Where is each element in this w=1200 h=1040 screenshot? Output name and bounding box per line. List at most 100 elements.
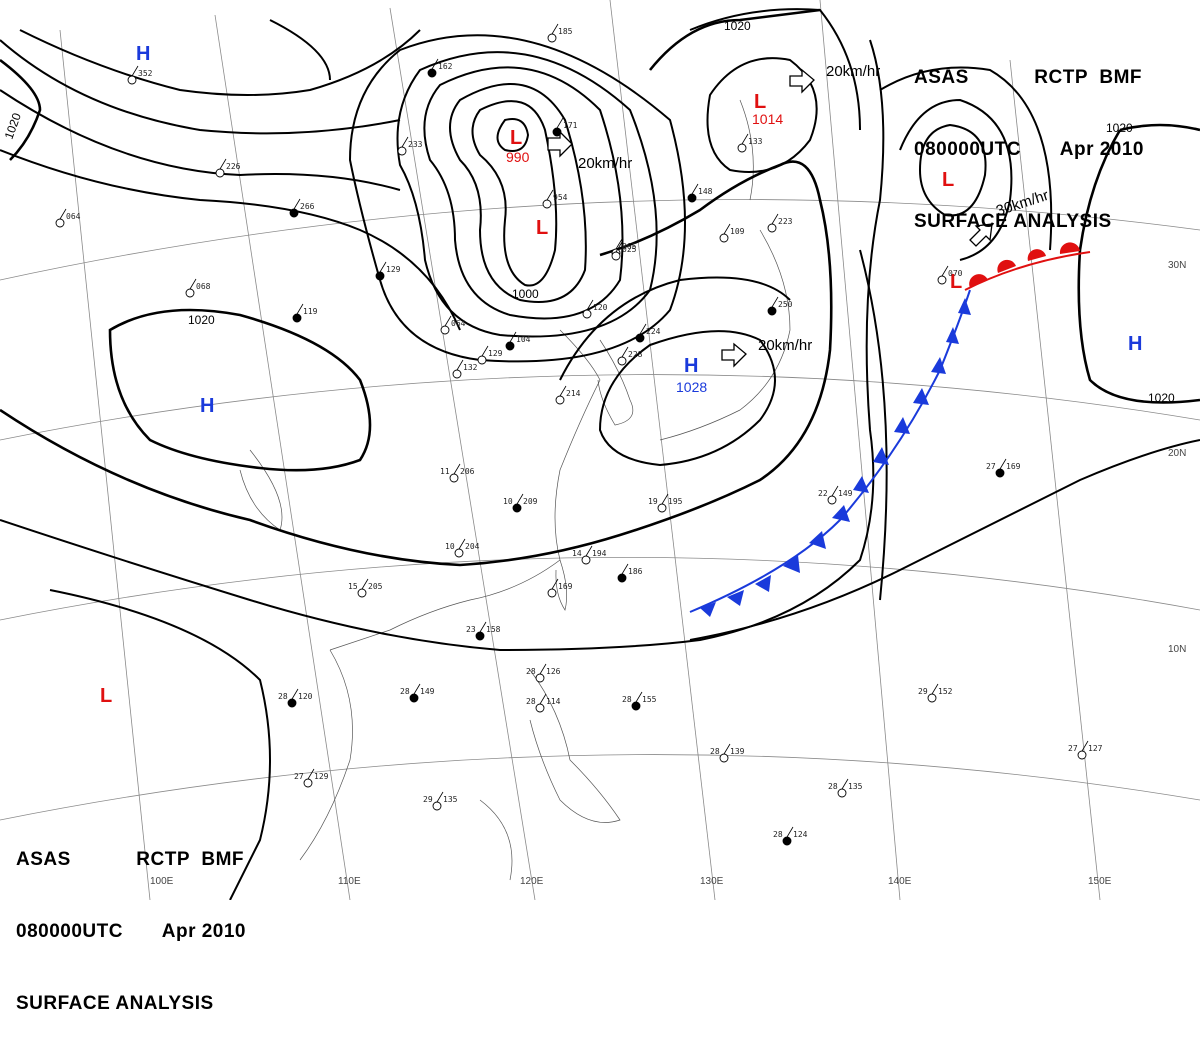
wind-barb-icon xyxy=(723,743,731,755)
isobar-line xyxy=(348,34,686,363)
station-pressure: 162 xyxy=(438,62,453,71)
station-temperature: 28 xyxy=(526,697,536,706)
station-plot: 27 127 xyxy=(1068,740,1103,760)
station-circle-icon xyxy=(289,208,299,218)
station-circle-icon xyxy=(937,275,947,285)
station-pressure: 065 xyxy=(622,242,637,251)
meridian-line xyxy=(214,14,351,900)
wind-barb-icon xyxy=(481,345,489,357)
station-plot: 11 206 xyxy=(440,463,475,483)
isobar-line xyxy=(19,29,421,96)
isobar-line xyxy=(859,249,888,601)
isobar-line xyxy=(0,149,461,331)
station-plot: 169 xyxy=(547,578,573,598)
motion-arrows xyxy=(547,68,993,368)
low-pressure-value: 990 xyxy=(506,149,530,165)
graticule-labels: 100E 110E 120E 130E 140E 150E 30N 20N 10… xyxy=(150,260,1186,887)
station-plot: 28 155 xyxy=(622,691,657,711)
isobar-line xyxy=(559,276,791,381)
station-plot: 28 135 xyxy=(828,778,863,798)
motion-arrow-icon xyxy=(969,223,993,247)
header-source: ASAS xyxy=(16,849,71,870)
station-pressure: 025 xyxy=(622,245,637,254)
parallel-line xyxy=(0,374,1200,441)
wind-barb-icon xyxy=(291,688,299,700)
meridian-line xyxy=(819,0,901,900)
station-circle-icon xyxy=(185,288,195,298)
chart-header-bottom-left: ASAS RCTP BMF 080000UTC Apr 2010 SURFACE ANA… xyxy=(16,800,246,1040)
station-plot: 132 xyxy=(452,359,478,379)
station-temperature: 23 xyxy=(466,625,476,634)
station-pressure: 132 xyxy=(463,363,478,372)
station-circle-icon xyxy=(1077,750,1087,760)
station-temperature: 28 xyxy=(828,782,838,791)
station-temperature: 28 xyxy=(622,695,632,704)
header-title: SURFACE ANALYSIS xyxy=(914,211,1112,232)
station-pressure: 119 xyxy=(303,307,318,316)
station-pressure: 233 xyxy=(408,140,423,149)
station-circle-icon xyxy=(782,836,792,846)
front-triangle xyxy=(913,388,929,405)
motion-arrow-icon xyxy=(789,68,815,94)
isobar-line xyxy=(496,118,530,152)
isobar-line xyxy=(471,100,558,287)
station-plot: 162 xyxy=(427,58,453,78)
isobar-line xyxy=(706,57,818,173)
station-circle-icon xyxy=(581,555,591,565)
wind-barb-icon xyxy=(661,493,669,505)
isobar-label: 1020 xyxy=(1106,121,1133,135)
graticule xyxy=(0,0,1200,900)
wind-barb-icon xyxy=(741,133,749,145)
isobar-line xyxy=(879,66,1053,251)
parallel-line xyxy=(0,557,1200,621)
station-circle-icon xyxy=(767,306,777,316)
station-temperature: 28 xyxy=(773,830,783,839)
surface-analysis-map: 20km/hr 20km/hr 20km/hr 30km/hr 1020 102… xyxy=(0,0,1200,900)
station-circle-icon xyxy=(55,218,65,228)
isobar-line xyxy=(0,39,401,135)
header-year: 2010 xyxy=(201,921,246,942)
station-pressure: 149 xyxy=(420,687,435,696)
isobar-labels: 1020 1020 1000 1020 1020 1020 xyxy=(2,19,1175,405)
station-pressure: 148 xyxy=(698,187,713,196)
wind-barb-icon xyxy=(379,261,387,273)
station-circle-icon xyxy=(737,143,747,153)
wind-barb-icon xyxy=(559,385,567,397)
wind-barb-icon xyxy=(539,663,547,675)
wind-barb-icon xyxy=(999,458,1007,470)
front-triangle xyxy=(809,531,826,549)
wind-barb-icon xyxy=(931,683,939,695)
station-plot: 14 194 xyxy=(572,545,607,565)
station-plot: 23 158 xyxy=(466,621,501,641)
motion-arrow-icon xyxy=(721,342,747,368)
station-circle-icon xyxy=(535,703,545,713)
longitude-label: 150E xyxy=(1088,876,1112,887)
station-pressure: 109 xyxy=(730,227,745,236)
wind-barb-icon xyxy=(296,303,304,315)
isobar-label: 1020 xyxy=(1148,391,1175,405)
front-triangle xyxy=(783,555,800,573)
pressure-centers: H H H 1028 H L 990 L L 1014 L L L xyxy=(100,43,1142,707)
station-pressure: 158 xyxy=(486,625,501,634)
station-plot: 27 129 xyxy=(294,768,329,788)
low-pressure-marker: L xyxy=(510,127,522,149)
station-pressure: 204 xyxy=(465,542,480,551)
isobar-line xyxy=(269,19,331,81)
station-pressure: 214 xyxy=(566,389,581,398)
station-plot: 28 139 xyxy=(710,743,745,763)
station-temperature: 10 xyxy=(503,497,513,506)
isobar-line xyxy=(648,8,821,71)
front-triangle xyxy=(873,447,889,465)
low-pressure-marker: L xyxy=(950,271,962,293)
station-pressure: 114 xyxy=(546,697,561,706)
station-plot: 223 xyxy=(767,213,793,233)
station-circle-icon xyxy=(477,355,487,365)
station-temperature: 29 xyxy=(423,795,433,804)
station-temperature: 28 xyxy=(400,687,410,696)
header-year: 2010 xyxy=(1099,139,1144,160)
station-circle-icon xyxy=(375,271,385,281)
station-plot: 119 xyxy=(292,303,318,323)
station-pressure: 224 xyxy=(646,327,661,336)
station-temperature: 19 xyxy=(648,497,658,506)
low-pressure-marker: L xyxy=(754,91,766,113)
